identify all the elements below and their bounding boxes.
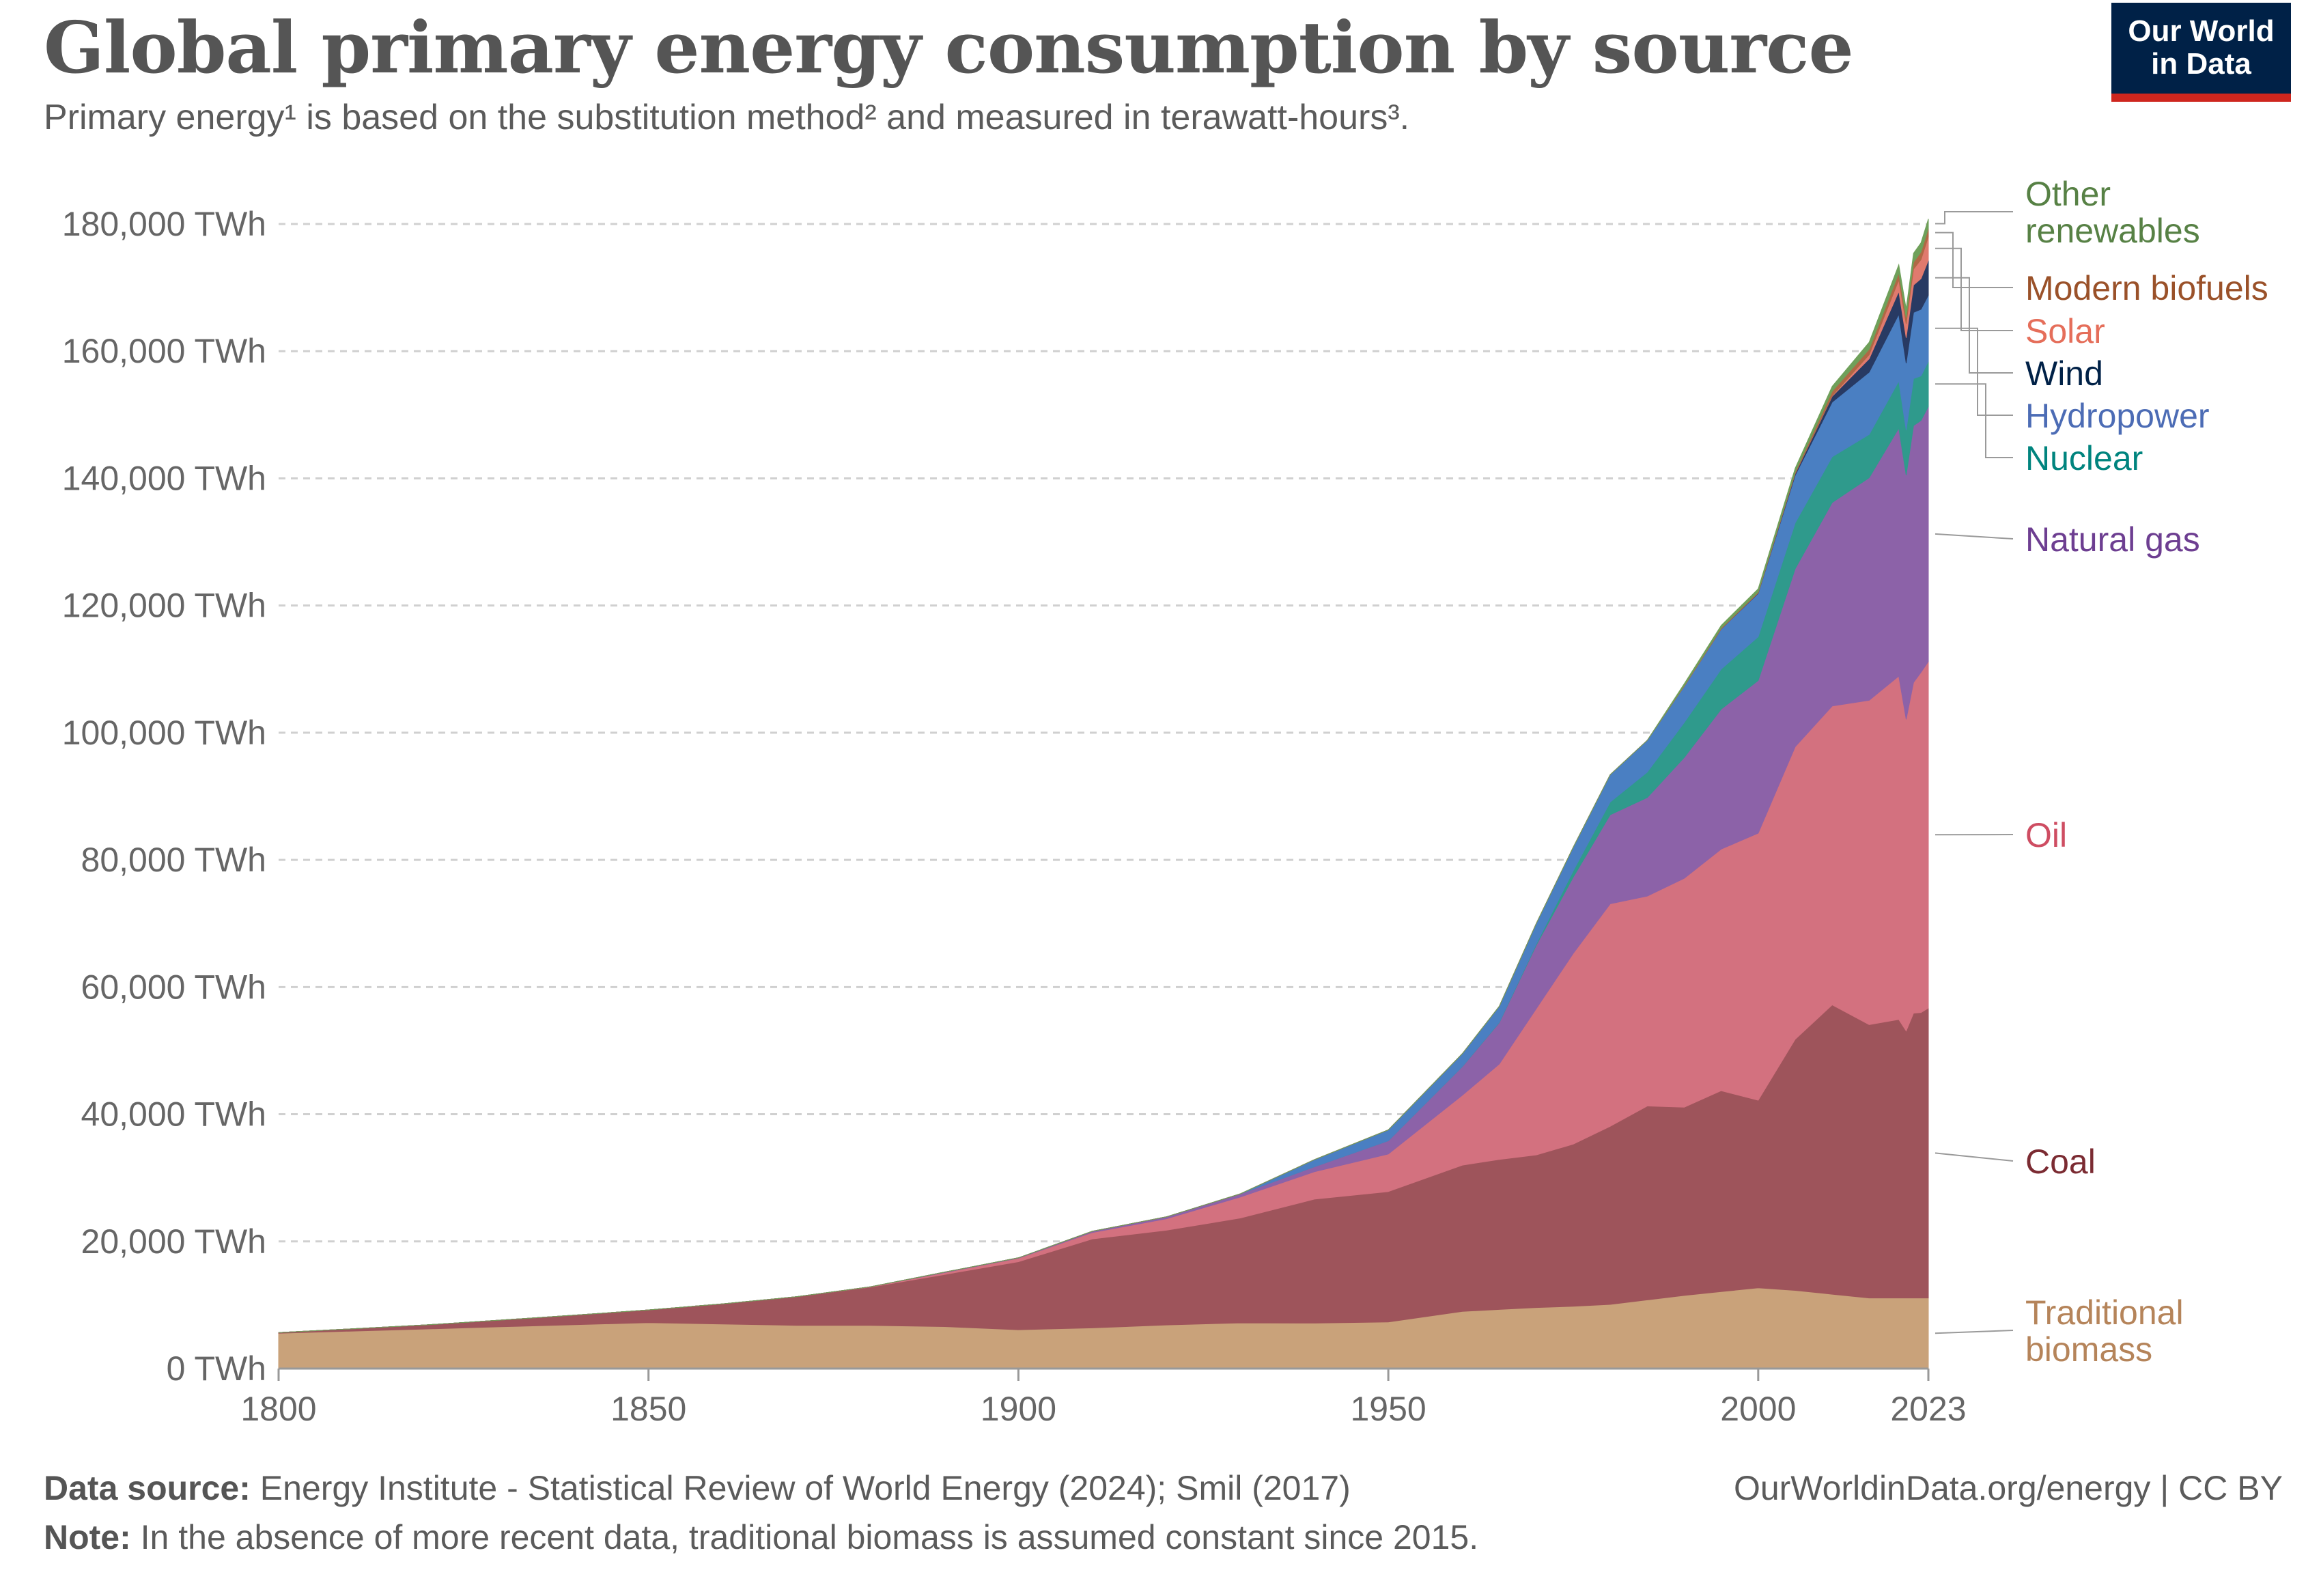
legend-connector — [1935, 383, 2013, 458]
logo-line-1: Our World — [2128, 14, 2275, 48]
legend-connector — [1935, 1330, 2014, 1334]
legend-connector — [1935, 247, 2013, 331]
y-tick-label: 100,000 TWh — [62, 714, 266, 752]
y-tick-label: 80,000 TWh — [81, 841, 266, 879]
x-axis: 1800 1850 1900 1950 2000 2023 — [240, 1367, 1967, 1428]
legend-label: Traditional — [2025, 1293, 2184, 1332]
legend-connector — [1935, 327, 2013, 416]
y-tick-label: 20,000 TWh — [81, 1222, 266, 1261]
note-text: In the absence of more recent data, trad… — [130, 1518, 1479, 1556]
legend-label: renewables — [2025, 212, 2200, 250]
legend-connector — [1935, 277, 2013, 374]
source-url[interactable]: OurWorldinData.org/energy | CC BY — [1733, 1469, 2283, 1507]
data-source-text: Energy Institute - Statistical Review of… — [250, 1469, 1351, 1507]
chart-areas — [278, 219, 1929, 1369]
legend-label: biomass — [2025, 1330, 2152, 1369]
y-tick-label: 40,000 TWh — [81, 1095, 266, 1134]
y-tick-label: 160,000 TWh — [62, 332, 266, 370]
note: Note: In the absence of more recent data… — [44, 1517, 1478, 1557]
gridlines — [279, 223, 1928, 1243]
stacked-area-chart: 0 TWh 20,000 TWh 40,000 TWh 60,000 TWh 80,00… — [62, 175, 2268, 1428]
owid-logo[interactable]: Our World in Data — [2111, 3, 2291, 102]
legend-label: Coal — [2025, 1143, 2096, 1181]
y-tick-label: 120,000 TWh — [62, 587, 266, 625]
legend-label: Hydropower — [2025, 397, 2210, 435]
note-label: Note: — [44, 1518, 131, 1556]
data-source: Data source: Energy Institute - Statisti… — [44, 1468, 1351, 1508]
legend-connector — [1935, 1152, 2014, 1162]
chart-title: Global primary energy consumption by sou… — [44, 5, 1854, 89]
y-axis-ticks: 0 TWh 20,000 TWh 40,000 TWh 60,000 TWh 80,00… — [62, 205, 266, 1388]
legend-label: Other — [2025, 175, 2111, 213]
legend-connector — [1935, 533, 2014, 540]
legend-label: Natural gas — [2025, 520, 2200, 559]
legend-label: Modern biofuels — [2025, 269, 2268, 307]
y-tick-label: 0 TWh — [167, 1349, 266, 1388]
y-tick-label: 140,000 TWh — [62, 459, 266, 497]
x-tick-label: 1800 — [240, 1390, 316, 1428]
legend-label: Nuclear — [2025, 439, 2143, 477]
data-source-label: Data source: — [44, 1469, 251, 1507]
x-tick-label: 1850 — [610, 1390, 686, 1428]
y-tick-label: 180,000 TWh — [62, 205, 266, 243]
x-tick-label: 2023 — [1890, 1390, 1966, 1428]
legend-connector — [1935, 232, 2013, 288]
y-tick-label: 60,000 TWh — [81, 968, 266, 1006]
legend-connector — [1935, 211, 2013, 225]
chart-subtitle: Primary energy¹ is based on the substitu… — [44, 98, 1410, 137]
area-other-renewables — [278, 219, 1929, 1333]
legend-label: Solar — [2025, 312, 2105, 350]
x-tick-label: 1900 — [981, 1390, 1056, 1428]
x-tick-label: 2000 — [1720, 1390, 1796, 1428]
legend-label: Wind — [2025, 354, 2103, 393]
x-tick-label: 1950 — [1350, 1390, 1426, 1428]
logo-line-2: in Data — [2151, 47, 2251, 81]
legend-label: Oil — [2025, 816, 2067, 854]
